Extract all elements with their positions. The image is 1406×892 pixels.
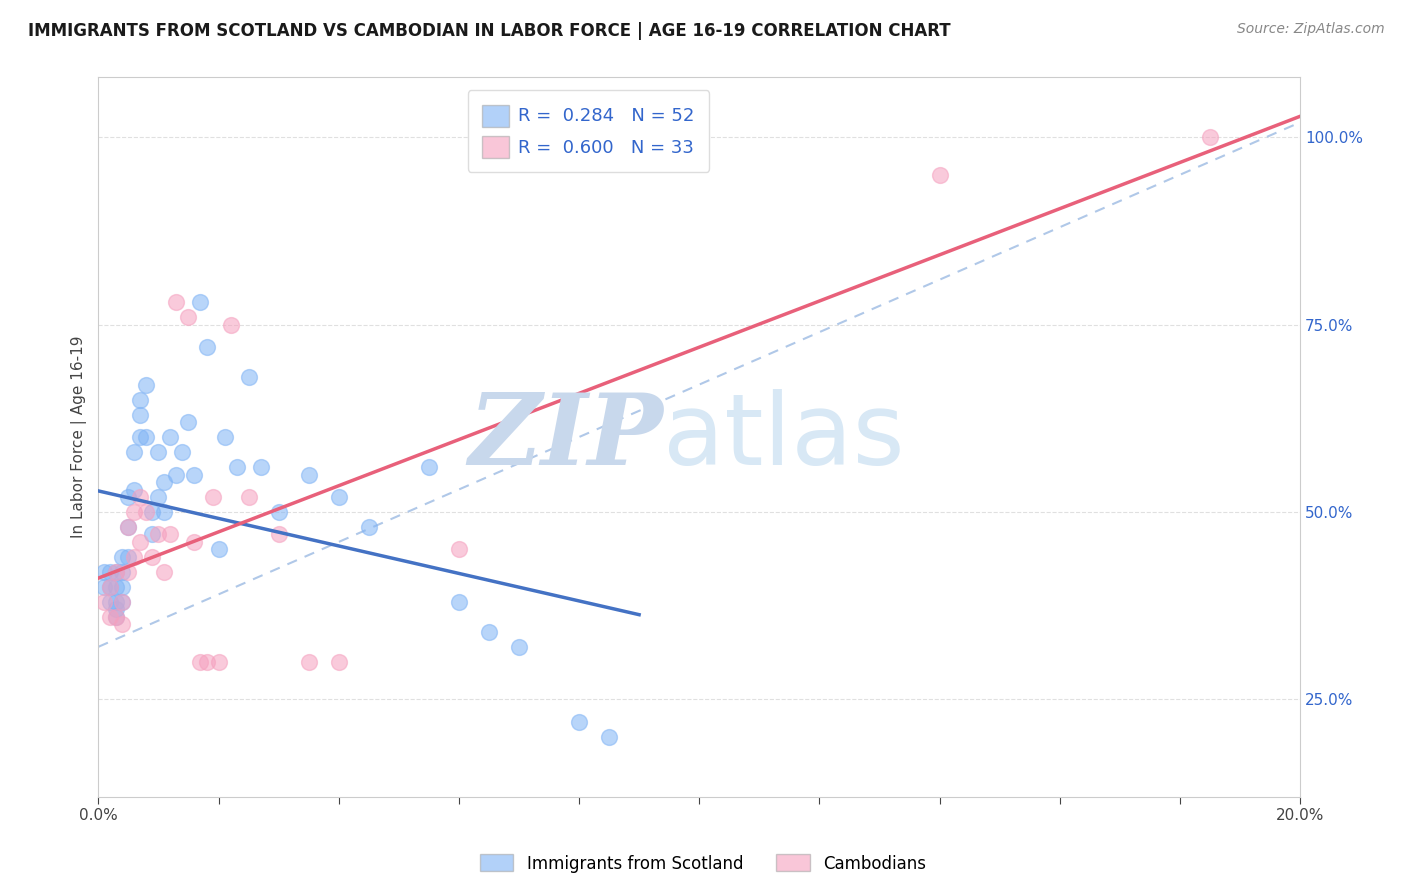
Point (159, 430, 181, 444)
Point (249, 460, 271, 475)
Point (93, 580, 115, 594)
Point (177, 310, 200, 325)
Point (238, 370, 260, 384)
Point (298, 655, 321, 669)
Point (117, 520, 139, 534)
Point (328, 490, 350, 504)
Point (195, 655, 218, 669)
Point (129, 535, 152, 549)
Point (166, 467, 188, 482)
Point (418, 460, 440, 475)
Point (447, 542, 470, 557)
Point (105, 610, 128, 624)
Point (598, 730, 620, 744)
Point (153, 505, 176, 519)
Point (190, 295, 212, 310)
Point (166, 295, 188, 310)
Point (141, 505, 163, 519)
Point (148, 490, 170, 504)
Point (153, 475, 176, 489)
Point (98, 610, 121, 624)
Point (98, 565, 121, 579)
Point (219, 318, 242, 332)
Point (183, 535, 205, 549)
Y-axis label: In Labor Force | Age 16-19: In Labor Force | Age 16-19 (72, 335, 87, 538)
Point (129, 430, 152, 444)
Point (141, 527, 163, 541)
Point (111, 580, 134, 594)
Point (447, 595, 470, 609)
Point (159, 527, 181, 541)
Point (129, 490, 152, 504)
Text: Source: ZipAtlas.com: Source: ZipAtlas.com (1237, 22, 1385, 37)
Text: ZIP: ZIP (468, 389, 664, 485)
Point (267, 505, 290, 519)
Point (117, 520, 139, 534)
Point (177, 415, 200, 429)
Point (111, 595, 134, 609)
Point (124, 483, 146, 497)
Point (225, 460, 247, 475)
Point (111, 595, 134, 609)
Point (98, 580, 121, 594)
Point (93, 595, 115, 609)
Point (267, 527, 290, 541)
Point (117, 549, 139, 564)
Point (117, 490, 139, 504)
Point (124, 505, 146, 519)
Point (328, 655, 350, 669)
Point (141, 549, 163, 564)
Point (111, 617, 134, 632)
Point (105, 580, 128, 594)
Point (195, 340, 218, 354)
Point (357, 520, 380, 534)
Point (201, 490, 224, 504)
Point (124, 549, 146, 564)
Point (148, 445, 170, 459)
Point (105, 595, 128, 609)
Point (124, 445, 146, 459)
Point (1199, 130, 1222, 145)
Point (238, 490, 260, 504)
Point (129, 408, 152, 422)
Point (105, 565, 128, 579)
Point (93, 565, 115, 579)
Point (98, 580, 121, 594)
Point (214, 430, 236, 444)
Legend: Immigrants from Scotland, Cambodians: Immigrants from Scotland, Cambodians (474, 847, 932, 880)
Point (111, 549, 134, 564)
Point (135, 505, 157, 519)
Point (190, 655, 212, 669)
Point (98, 595, 121, 609)
Point (117, 565, 139, 579)
Point (183, 467, 205, 482)
Point (478, 624, 501, 639)
Point (105, 565, 128, 579)
Point (105, 610, 128, 624)
Point (172, 445, 194, 459)
Legend: R =  0.284   N = 52, R =  0.600   N = 33: R = 0.284 N = 52, R = 0.600 N = 33 (468, 90, 709, 172)
Point (928, 168, 950, 182)
Point (207, 542, 229, 557)
Point (135, 377, 157, 392)
Point (153, 565, 176, 579)
Text: IMMIGRANTS FROM SCOTLAND VS CAMBODIAN IN LABOR FORCE | AGE 16-19 CORRELATION CHA: IMMIGRANTS FROM SCOTLAND VS CAMBODIAN IN… (28, 22, 950, 40)
Point (148, 527, 170, 541)
Point (129, 392, 152, 407)
Point (105, 602, 128, 616)
Point (298, 467, 321, 482)
Point (135, 430, 157, 444)
Point (207, 655, 229, 669)
Point (111, 565, 134, 579)
Point (508, 640, 530, 654)
Text: atlas: atlas (664, 389, 904, 485)
Point (568, 714, 591, 729)
